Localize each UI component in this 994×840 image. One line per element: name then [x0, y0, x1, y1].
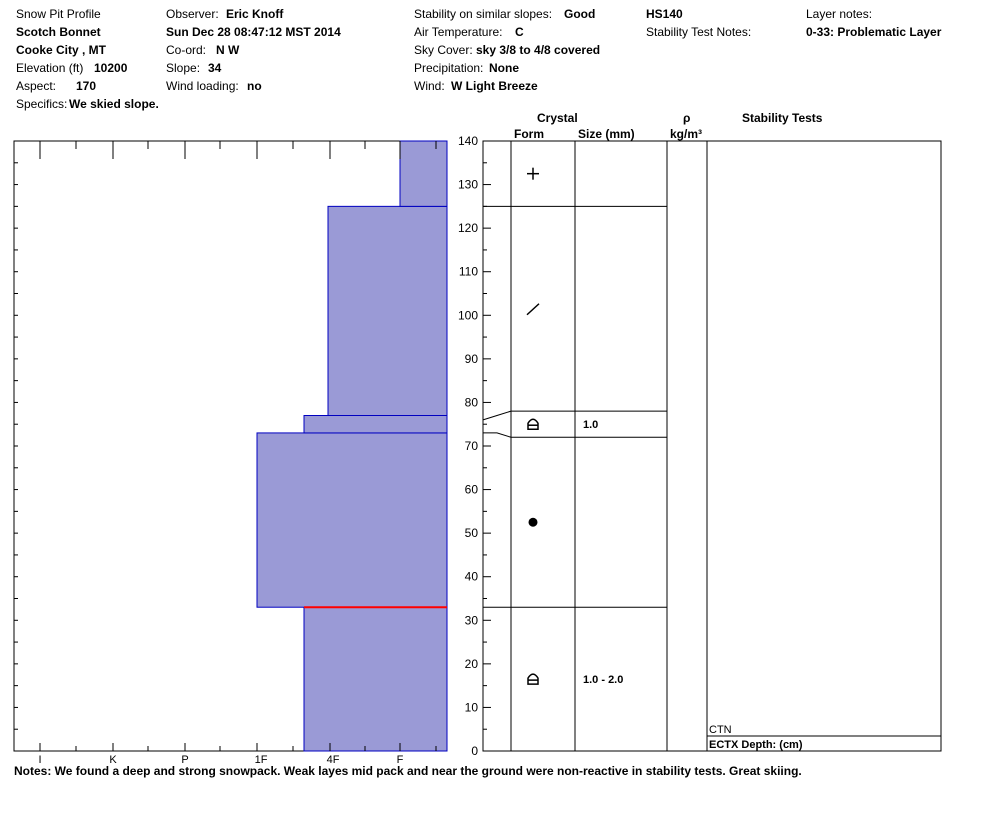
- specifics-value: We skied slope.: [69, 97, 159, 111]
- stability-tests-header: Stability Tests: [742, 111, 823, 125]
- hardness-layer-bar: [303, 415, 448, 434]
- wind-value: W Light Breeze: [451, 79, 538, 93]
- new-snow-icon: [527, 167, 539, 180]
- observer-label: Observer:: [166, 7, 219, 21]
- stability-label: Stability on similar slopes:: [414, 7, 553, 21]
- hardness-layer-bar: [303, 606, 448, 752]
- depth-hoar-icon: [527, 673, 539, 685]
- crystal-panel-frame: [482, 140, 942, 752]
- profile-label: Snow Pit Profile: [16, 7, 101, 21]
- height-axis-label: 0: [471, 744, 478, 758]
- hardness-scale-label: F: [397, 754, 404, 766]
- slope-value: 34: [208, 61, 222, 75]
- stability-notes-label: Stability Test Notes:: [646, 25, 752, 39]
- location: Cooke City , MT: [16, 43, 107, 57]
- air-temp-label: Air Temperature:: [414, 25, 503, 39]
- hardness-layer-bar: [327, 205, 448, 416]
- precip-value: None: [489, 61, 519, 75]
- ectx-test: ECTX Depth: (cm): [709, 739, 803, 751]
- height-axis-label: 100: [458, 308, 478, 322]
- ctn-test: CTN: [709, 724, 732, 736]
- aspect-label: Aspect:: [16, 79, 57, 93]
- height-axis-label: 90: [465, 352, 479, 366]
- sky-cover-label: Sky Cover:: [414, 43, 473, 57]
- hardness-layer-bar: [256, 432, 448, 608]
- height-axis-label: 80: [465, 395, 479, 409]
- crystal-size-label: 1.0: [583, 419, 598, 431]
- height-axis-label: 110: [459, 265, 478, 279]
- air-temp-value: C: [515, 25, 524, 39]
- height-axis-label: 10: [465, 700, 479, 714]
- height-axis-label: 50: [465, 526, 479, 540]
- decomposing-icon: [526, 303, 540, 316]
- height-axis-label: 140: [458, 134, 478, 148]
- density-unit-header: kg/m³: [670, 127, 703, 141]
- rounded-grains-icon: [528, 517, 538, 527]
- layer-notes-label: Layer notes:: [806, 7, 873, 21]
- elevation-value: 10200: [94, 61, 128, 75]
- form-header: Form: [514, 127, 544, 141]
- wind-loading-label: Wind loading:: [166, 79, 239, 93]
- aspect-value: 170: [76, 79, 97, 93]
- elevation-label: Elevation (ft): [16, 61, 84, 75]
- sky-cover-value: sky 3/8 to 4/8 covered: [476, 43, 601, 57]
- hardness-scale-label: I: [38, 754, 41, 766]
- hardness-scale-label: 4F: [327, 754, 340, 766]
- crystal-header: Crystal: [537, 111, 578, 125]
- coord-label: Co-ord:: [166, 43, 207, 57]
- height-axis-label: 40: [465, 570, 479, 584]
- height-axis-label: 120: [458, 221, 478, 235]
- height-axis-label: 130: [458, 178, 478, 192]
- wind-loading-value: no: [247, 79, 262, 93]
- snow-height: HS140: [646, 7, 683, 21]
- slope-label: Slope:: [166, 61, 201, 75]
- depth-hoar-icon-arch: [527, 673, 539, 685]
- wind-label: Wind:: [414, 79, 445, 93]
- specifics-label: Specifics:: [16, 97, 68, 111]
- density-symbol: ρ: [683, 111, 691, 125]
- hardness-scale-label: K: [109, 754, 117, 766]
- stability-value: Good: [564, 7, 596, 21]
- height-axis-label: 30: [465, 613, 479, 627]
- hardness-scale-label: 1F: [255, 754, 268, 766]
- hardness-layer-bar: [399, 140, 448, 207]
- notes: Notes: We found a deep and strong snowpa…: [14, 764, 802, 778]
- height-axis-label: 20: [465, 657, 479, 671]
- height-axis-label: 60: [465, 483, 479, 497]
- layer-connector: [483, 432, 512, 438]
- precip-label: Precipitation:: [414, 61, 484, 75]
- observation-datetime: Sun Dec 28 08:47:12 MST 2014: [166, 25, 341, 39]
- coord-value: N W: [216, 43, 240, 57]
- observer-value: Eric Knoff: [226, 7, 284, 21]
- hardness-scale-label: P: [181, 754, 188, 766]
- crystal-size-label: 1.0 - 2.0: [583, 674, 623, 686]
- depth-hoar-icon: [527, 418, 539, 430]
- height-axis-label: 70: [465, 439, 479, 453]
- layer-connector: [482, 410, 512, 421]
- size-header: Size (mm): [578, 127, 635, 141]
- layer-notes-value: 0-33: Problematic Layer: [806, 25, 942, 39]
- depth-hoar-icon-arch: [527, 418, 539, 430]
- site-name: Scotch Bonnet: [16, 25, 101, 39]
